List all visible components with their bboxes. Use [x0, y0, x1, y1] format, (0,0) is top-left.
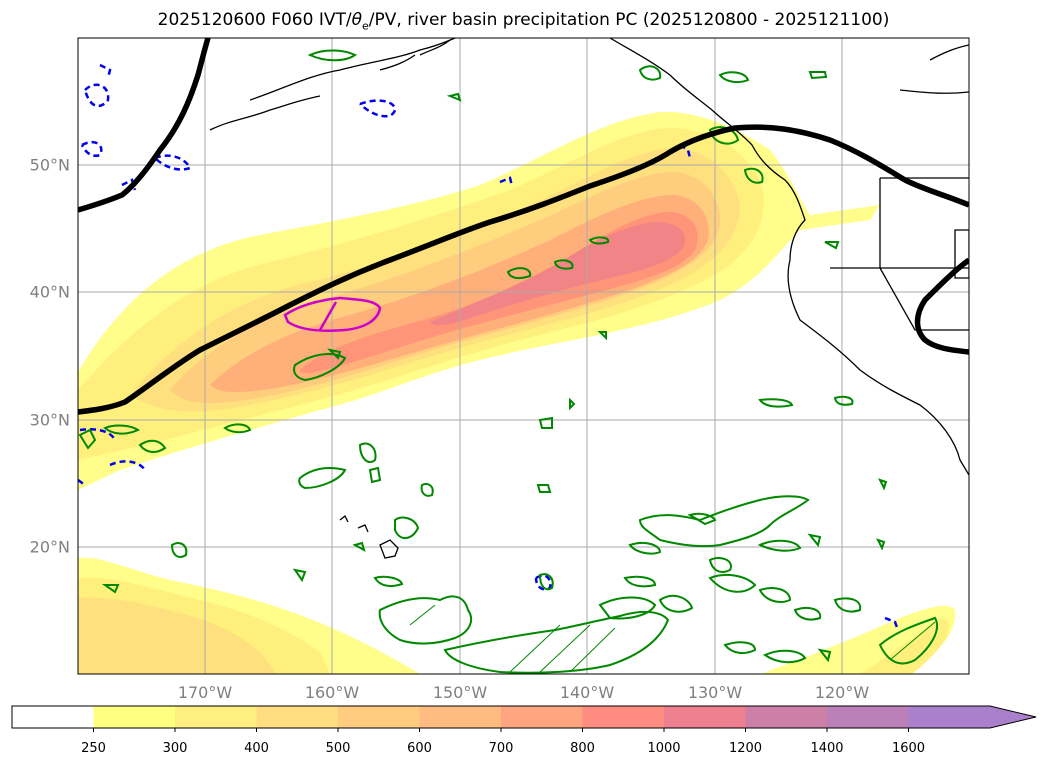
map-title: 2025120600 F060 IVT/θe/PV, river basin p… — [157, 10, 890, 33]
colorbar-tick-label: 1200 — [728, 741, 763, 756]
colorbar-swatch — [501, 706, 583, 728]
colorbar-swatch — [664, 706, 746, 728]
colorbar-swatch — [908, 706, 991, 728]
ivt-fill-600 — [210, 195, 709, 393]
colorbar-swatch — [827, 706, 909, 728]
colorbar-swatch — [745, 706, 828, 728]
lat-label: 30°N — [29, 410, 70, 430]
lon-label: 130°W — [687, 683, 743, 702]
colorbar-swatch — [175, 706, 257, 728]
blue-dashed-contours — [78, 63, 900, 631]
theta-e-contour — [283, 296, 382, 332]
map-frame — [77, 37, 970, 675]
lat-label: 20°N — [29, 537, 70, 557]
colorbar-tick-label: 400 — [244, 741, 269, 756]
graticule — [78, 38, 969, 674]
ivt-fill-800 — [430, 222, 686, 326]
coastlines — [209, 38, 969, 559]
lon-label: 170°W — [177, 683, 233, 702]
ivt-fill-south-400 — [78, 597, 275, 674]
colorbar-tick-label: 300 — [162, 741, 188, 756]
colorbar — [11, 705, 1037, 732]
lon-label: 140°W — [559, 683, 615, 702]
ivt-fill-contours — [78, 111, 956, 674]
lon-label: 160°W — [304, 683, 360, 702]
ivt-fill-southeast-300 — [860, 619, 950, 674]
colorbar-swatch — [256, 706, 339, 728]
colorbar-tick-label: 700 — [488, 741, 514, 756]
colorbar-swatch — [338, 706, 420, 728]
colorbar-swatch — [12, 706, 94, 728]
colorbar-tick-label: 250 — [81, 741, 106, 756]
colorbar-extend-arrow — [990, 706, 1036, 728]
colorbar-swatch — [419, 706, 502, 728]
colorbar-outline — [11, 705, 1037, 729]
colorbar-tick-label: 1400 — [810, 741, 844, 756]
lon-label: 150°W — [432, 683, 488, 702]
colorbar-tick-label: 1000 — [647, 741, 681, 756]
colorbar-swatch — [93, 706, 176, 728]
lat-label: 50°N — [29, 155, 70, 175]
colorbar-tick-label: 500 — [325, 741, 351, 756]
lat-label: 40°N — [29, 282, 70, 302]
colorbar-swatch — [582, 706, 665, 728]
pv-contours — [78, 38, 969, 415]
colorbar-tick-label: 1600 — [891, 741, 926, 756]
colorbar-tick-label: 800 — [570, 741, 595, 756]
colorbar-tick-label: 600 — [407, 741, 432, 756]
lon-label: 120°W — [814, 683, 870, 702]
green-hatching — [409, 604, 936, 673]
green-contours — [78, 49, 938, 674]
